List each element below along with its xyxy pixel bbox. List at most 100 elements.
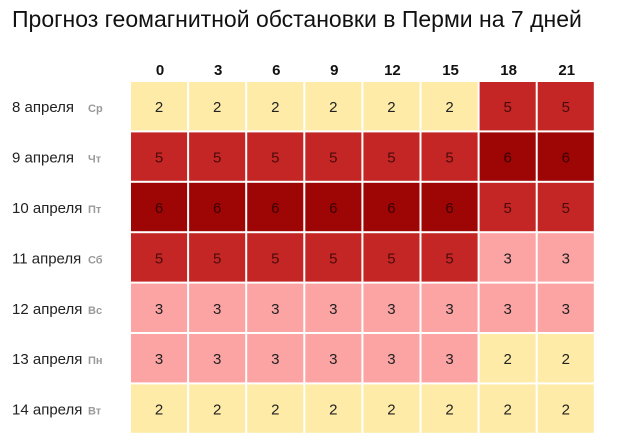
cell-value-label: 6: [213, 200, 221, 217]
heatmap-cell: [305, 132, 362, 181]
heatmap-cell: [363, 132, 420, 181]
cell-value-label: 2: [445, 99, 453, 116]
cell-value-label: 6: [503, 150, 511, 167]
heatmap-cell: [247, 334, 304, 383]
heatmap-cell: [479, 334, 536, 383]
page-title: Прогноз геомагнитной обстановки в Перми …: [12, 6, 582, 32]
row-date-label: 13 апреля: [12, 351, 82, 368]
heatmap-cell: [189, 384, 246, 433]
heatmap-cell: [189, 334, 246, 383]
row-weekday-label: Пт: [88, 204, 102, 216]
cell-value-label: 3: [329, 351, 337, 368]
cell-value-label: 6: [445, 200, 453, 217]
cell-value-label: 5: [445, 150, 453, 167]
heatmap-cell: [537, 233, 594, 282]
heatmap-cell: [421, 384, 478, 433]
heatmap-cell: [421, 182, 478, 232]
column-header-9: 9: [330, 62, 338, 79]
heatmap-cell: [189, 283, 246, 332]
cell-value-label: 3: [155, 301, 163, 318]
cell-value-label: 5: [387, 150, 395, 167]
row-weekday-label: Пн: [88, 355, 103, 367]
heatmap-cell: [189, 132, 246, 181]
cell-value-label: 3: [503, 250, 511, 267]
heatmap-cell: [421, 132, 478, 181]
cell-value-label: 5: [213, 150, 221, 167]
heatmap-cell: [189, 182, 246, 232]
cell-value-label: 3: [155, 351, 163, 368]
heatmap-cell: [363, 334, 420, 383]
heatmap-cell: [363, 233, 420, 282]
heatmap-cell: [131, 384, 188, 433]
cell-value-label: 2: [271, 99, 279, 116]
column-header-12: 12: [384, 62, 401, 79]
heatmap-cell: [363, 182, 420, 232]
column-header-18: 18: [500, 62, 517, 79]
heatmap-cell: [479, 82, 536, 131]
row-weekday-label: Вс: [88, 305, 102, 317]
cell-value-label: 5: [155, 250, 163, 267]
cell-value-label: 6: [562, 150, 570, 167]
cell-value-label: 3: [503, 301, 511, 318]
heatmap-cell: [537, 182, 594, 232]
heatmap-cell: [421, 233, 478, 282]
heatmap-cell: [247, 182, 304, 232]
cell-value-label: 2: [155, 99, 163, 116]
heatmap-cell: [247, 233, 304, 282]
row-date-label: 14 апреля: [12, 402, 82, 419]
row-date-label: 10 апреля: [12, 200, 82, 217]
heatmap-cell: [537, 82, 594, 131]
heatmap-cell: [363, 283, 420, 332]
cell-value-label: 3: [562, 301, 570, 318]
cell-value-label: 2: [562, 351, 570, 368]
heatmap-cell: [421, 82, 478, 131]
row-weekday-label: Сб: [88, 254, 103, 266]
heatmap-cell: [247, 82, 304, 131]
column-header-3: 3: [214, 62, 222, 79]
cell-value-label: 2: [503, 402, 511, 419]
cell-value-label: 3: [271, 351, 279, 368]
cell-value-label: 5: [329, 250, 337, 267]
heatmap-cell: [189, 82, 246, 131]
heatmap-cell: [363, 384, 420, 433]
heatmap-cell: [305, 283, 362, 332]
cell-value-label: 2: [329, 402, 337, 419]
heatmap-cell: [131, 182, 188, 232]
heatmap-cell: [479, 384, 536, 433]
heatmap-cell: [131, 283, 188, 332]
heatmap-cell: [479, 132, 536, 181]
heatmap-cell: [131, 82, 188, 131]
heatmap-cell: [189, 233, 246, 282]
heatmap-cell: [247, 132, 304, 181]
heatmap-cell: [537, 384, 594, 433]
row-weekday-label: Вт: [88, 406, 102, 418]
cell-value-label: 2: [387, 99, 395, 116]
heatmap-cell: [247, 384, 304, 433]
cell-value-label: 5: [329, 150, 337, 167]
row-weekday-label: Чт: [88, 154, 102, 166]
cell-value-label: 6: [387, 200, 395, 217]
cell-value-label: 5: [562, 200, 570, 217]
cell-value-label: 6: [155, 200, 163, 217]
heatmap-cell: [421, 334, 478, 383]
heatmap-cell: [479, 283, 536, 332]
cell-value-label: 6: [271, 200, 279, 217]
cell-value-label: 2: [387, 402, 395, 419]
heatmap-cell: [305, 334, 362, 383]
cell-value-label: 2: [445, 402, 453, 419]
cell-value-label: 5: [445, 250, 453, 267]
cell-value-label: 3: [387, 301, 395, 318]
row-date-label: 12 апреля: [12, 301, 82, 318]
heatmap-cell: [305, 233, 362, 282]
cell-value-label: 6: [329, 200, 337, 217]
heatmap-cell: [305, 82, 362, 131]
cell-value-label: 2: [562, 402, 570, 419]
heatmap-cell: [537, 334, 594, 383]
cell-value-label: 5: [271, 150, 279, 167]
cell-value-label: 2: [503, 351, 511, 368]
cell-value-label: 3: [213, 301, 221, 318]
cell-value-label: 2: [213, 99, 221, 116]
column-header-21: 21: [558, 62, 575, 79]
cell-value-label: 3: [387, 351, 395, 368]
